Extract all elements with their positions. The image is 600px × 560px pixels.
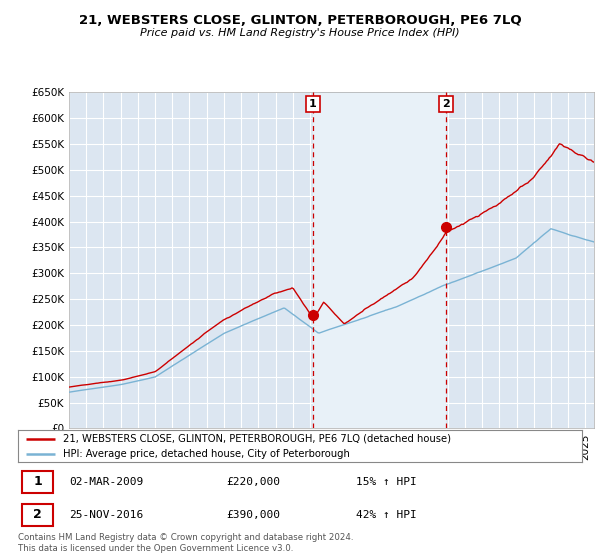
Text: 25-NOV-2016: 25-NOV-2016	[69, 510, 143, 520]
Text: 1: 1	[309, 99, 317, 109]
Text: 2: 2	[33, 508, 42, 521]
Text: HPI: Average price, detached house, City of Peterborough: HPI: Average price, detached house, City…	[63, 449, 350, 459]
Text: 21, WEBSTERS CLOSE, GLINTON, PETERBOROUGH, PE6 7LQ (detached house): 21, WEBSTERS CLOSE, GLINTON, PETERBOROUG…	[63, 433, 451, 444]
FancyBboxPatch shape	[22, 471, 53, 493]
Text: £390,000: £390,000	[227, 510, 281, 520]
Bar	[313, 92, 446, 428]
FancyBboxPatch shape	[22, 504, 53, 526]
Text: £220,000: £220,000	[227, 477, 281, 487]
Text: 42% ↑ HPI: 42% ↑ HPI	[356, 510, 417, 520]
Text: 2: 2	[442, 99, 450, 109]
Text: Contains HM Land Registry data © Crown copyright and database right 2024.
This d: Contains HM Land Registry data © Crown c…	[18, 533, 353, 553]
Text: 21, WEBSTERS CLOSE, GLINTON, PETERBOROUGH, PE6 7LQ: 21, WEBSTERS CLOSE, GLINTON, PETERBOROUG…	[79, 14, 521, 27]
Text: 15% ↑ HPI: 15% ↑ HPI	[356, 477, 417, 487]
Text: 1: 1	[33, 475, 42, 488]
Text: 02-MAR-2009: 02-MAR-2009	[69, 477, 143, 487]
Text: Price paid vs. HM Land Registry's House Price Index (HPI): Price paid vs. HM Land Registry's House …	[140, 28, 460, 38]
